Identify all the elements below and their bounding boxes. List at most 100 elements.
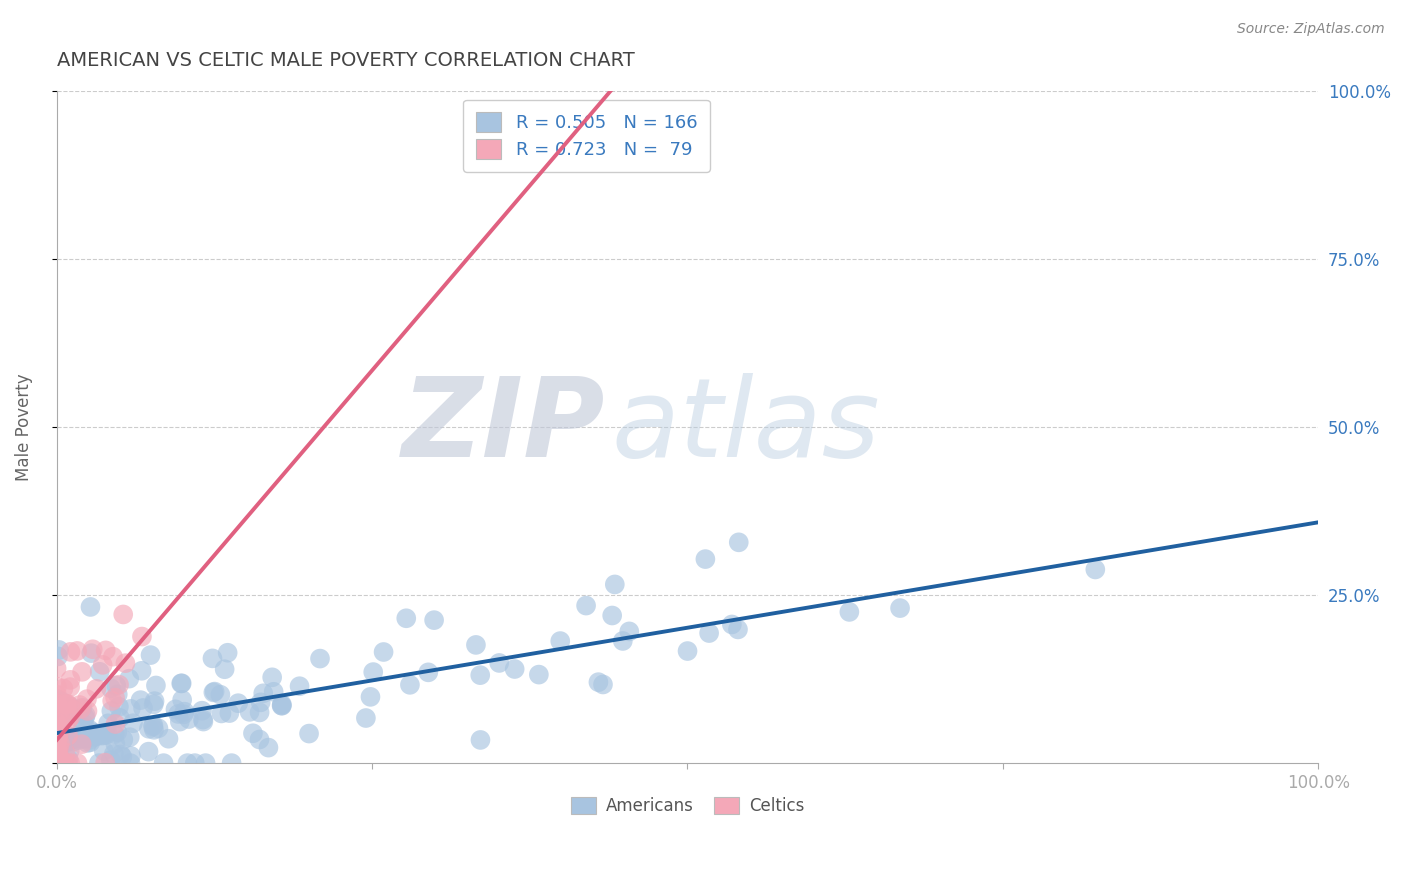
Point (120, 702, 142, 716)
Point (270, 698, 292, 713)
Point (193, 714, 215, 729)
Point (45, 756, 67, 771)
Point (191, 713, 214, 727)
Point (52, 728, 75, 742)
Point (104, 736, 127, 750)
Point (399, 678, 422, 692)
Point (79, 735, 101, 749)
Point (65, 731, 87, 746)
Point (51, 756, 73, 771)
Point (46, 649, 69, 664)
Point (889, 601, 911, 615)
Point (45, 756, 67, 771)
Point (221, 756, 243, 771)
Point (167, 706, 190, 721)
Point (619, 624, 641, 639)
Point (129, 693, 152, 707)
Point (118, 672, 141, 686)
Point (226, 696, 249, 710)
Point (45, 756, 67, 771)
Point (170, 676, 193, 690)
Point (82, 725, 104, 739)
Point (138, 722, 160, 736)
Point (45, 692, 67, 706)
Point (96, 725, 118, 739)
Point (727, 535, 749, 549)
Point (112, 732, 135, 747)
Point (46, 680, 69, 694)
Point (104, 690, 127, 705)
Point (470, 733, 492, 747)
Point (59, 699, 82, 714)
Point (46, 694, 69, 708)
Point (201, 651, 224, 665)
Point (56, 697, 79, 711)
Point (249, 732, 271, 747)
Point (111, 749, 134, 764)
Point (108, 678, 131, 692)
Point (48, 747, 70, 761)
Point (46, 722, 69, 736)
Point (59, 645, 82, 659)
Point (59, 680, 82, 694)
Point (48, 735, 70, 749)
Point (1084, 562, 1107, 576)
Point (89, 665, 111, 679)
Point (110, 747, 132, 762)
Point (138, 745, 160, 759)
Point (58, 729, 80, 743)
Point (217, 646, 239, 660)
Point (55, 697, 77, 711)
Point (79, 723, 101, 737)
Point (104, 717, 127, 731)
Point (105, 725, 128, 739)
Point (52, 697, 75, 711)
Point (56, 698, 79, 712)
Point (45, 661, 67, 675)
Point (67, 733, 90, 747)
Point (45, 756, 67, 771)
Point (82, 642, 104, 657)
Point (170, 676, 193, 690)
Point (45, 688, 67, 702)
Point (94, 728, 117, 742)
Point (359, 690, 381, 704)
Point (94, 643, 117, 657)
Point (103, 727, 125, 741)
Point (695, 552, 717, 566)
Point (75, 708, 97, 723)
Point (103, 747, 125, 761)
Point (142, 718, 165, 732)
Point (58, 713, 80, 727)
Point (49, 736, 72, 750)
Point (588, 675, 610, 690)
Point (91, 729, 114, 743)
Point (46, 743, 69, 757)
Point (488, 656, 510, 670)
Point (77, 729, 100, 743)
Point (66, 644, 89, 658)
Point (209, 688, 232, 702)
Text: AMERICAN VS CELTIC MALE POVERTY CORRELATION CHART: AMERICAN VS CELTIC MALE POVERTY CORRELAT… (56, 51, 634, 70)
Point (612, 634, 634, 648)
Point (152, 756, 174, 771)
Point (45, 756, 67, 771)
Point (45, 756, 67, 771)
Y-axis label: Male Poverty: Male Poverty (15, 373, 32, 481)
Point (727, 623, 749, 637)
Point (184, 756, 207, 771)
Point (80, 646, 103, 660)
Point (52, 681, 75, 696)
Point (46, 712, 69, 726)
Point (142, 698, 165, 712)
Point (122, 716, 145, 731)
Point (100, 704, 122, 718)
Point (118, 730, 141, 744)
Point (48, 731, 70, 745)
Point (423, 613, 446, 627)
Point (45, 730, 67, 744)
Point (131, 664, 153, 678)
Point (101, 649, 124, 664)
Point (45, 727, 67, 741)
Point (45, 735, 67, 749)
